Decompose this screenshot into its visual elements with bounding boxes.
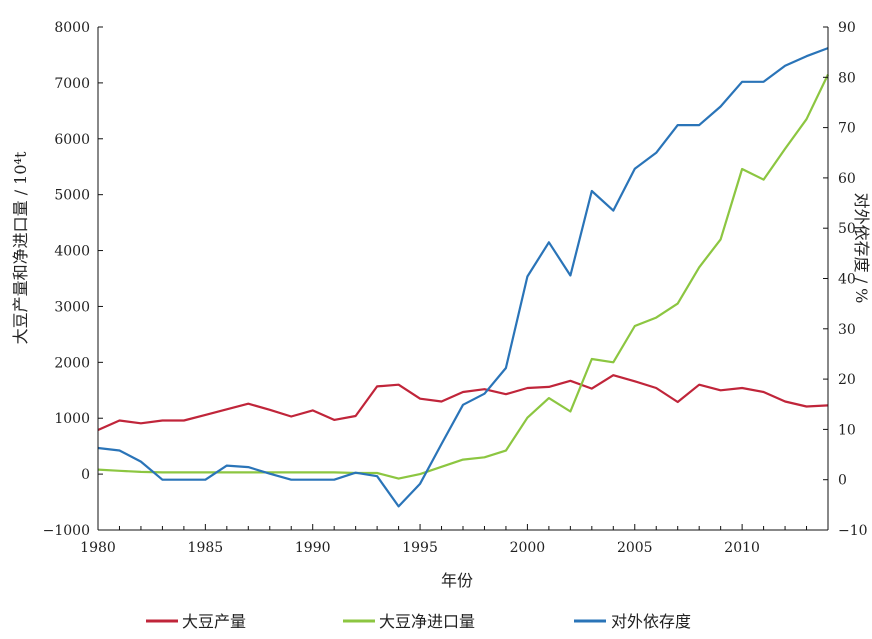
- y-left-tick-label: 3000: [54, 299, 90, 315]
- y-left-tick-label: 7000: [54, 76, 90, 92]
- y-left-tick-label: 8000: [54, 20, 90, 36]
- ticks-layer: −1000 0 1000 2000 3000 4000 5000 6000 7000 8000 −1…: [43, 20, 868, 556]
- legend-item-net-import: 大豆净进口量: [343, 612, 475, 631]
- x-tick-label: 1995: [402, 540, 438, 556]
- axes-layer: [97, 27, 829, 531]
- dependency-ratio-line: [97, 47, 829, 508]
- y-right-tick-label: 0: [838, 473, 847, 489]
- x-tick-label: 1990: [295, 540, 331, 556]
- legend: 大豆产量 大豆净进口量 对外依存度: [146, 612, 691, 631]
- y-right-tick-label: 90: [838, 20, 856, 36]
- y-axis-left-label: 大豆产量和净进口量 / 10⁴t: [11, 151, 30, 344]
- y-right-tick-label: 10: [838, 422, 856, 438]
- x-axis-label: 年份: [441, 571, 473, 590]
- y-left-tick-label: 2000: [54, 355, 90, 371]
- y-left-tick-label: −1000: [43, 523, 90, 539]
- y-left-tick-label: 6000: [54, 132, 90, 148]
- y-axis-right-label: 对外依存度 / %: [852, 193, 871, 304]
- legend-label-dependency: 对外依存度: [611, 612, 691, 631]
- soybean-production-line: [97, 374, 829, 432]
- y-right-tick-label: 20: [838, 372, 856, 388]
- y-right-tick-label: 50: [838, 221, 856, 237]
- y-right-tick-label: 60: [838, 171, 856, 187]
- x-tick-label: 1985: [188, 540, 224, 556]
- y-right-tick-label: 40: [838, 272, 856, 288]
- x-tick-label: 1980: [80, 540, 116, 556]
- legend-item-production: 大豆产量: [146, 612, 246, 631]
- y-left-tick-label: 4000: [54, 244, 90, 260]
- x-tick-label: 2000: [510, 540, 546, 556]
- y-left-tick-label: 0: [81, 467, 90, 483]
- legend-label-net-import: 大豆净进口量: [379, 612, 475, 631]
- x-tick-label: 2010: [724, 540, 760, 556]
- y-right-tick-label: 80: [838, 70, 856, 86]
- y-left-tick-label: 1000: [54, 411, 90, 427]
- y-right-tick-label: −10: [838, 523, 868, 539]
- legend-item-dependency: 对外依存度: [574, 612, 691, 631]
- x-tick-label: 2005: [617, 540, 653, 556]
- y-right-tick-label: 30: [838, 322, 856, 338]
- y-left-tick-label: 5000: [54, 188, 90, 204]
- y-right-tick-label: 70: [838, 121, 856, 137]
- net-import-line: [97, 74, 829, 480]
- legend-label-production: 大豆产量: [182, 612, 246, 631]
- series-layer: [97, 47, 829, 508]
